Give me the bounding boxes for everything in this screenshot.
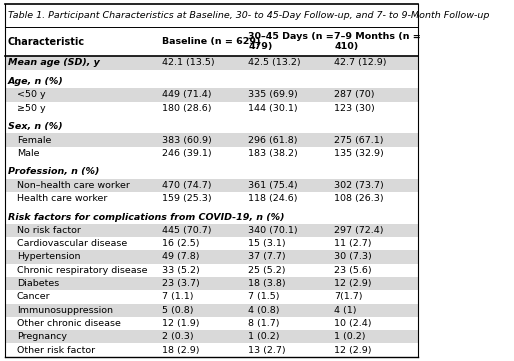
Bar [5, 56, 418, 70]
Text: 18 (3.8): 18 (3.8) [248, 279, 286, 288]
Text: <50 y: <50 y [17, 90, 46, 99]
Text: 13 (2.7): 13 (2.7) [248, 345, 286, 355]
Text: 5 (0.8): 5 (0.8) [162, 306, 194, 315]
Text: 18 (2.9): 18 (2.9) [162, 345, 200, 355]
Text: 159 (25.3): 159 (25.3) [162, 194, 212, 203]
Text: 383 (60.9): 383 (60.9) [162, 135, 212, 144]
Text: 11 (2.7): 11 (2.7) [334, 239, 372, 248]
Text: Table 1. Participant Characteristics at Baseline, 30- to 45-Day Follow-up, and 7: Table 1. Participant Characteristics at … [8, 11, 490, 20]
Text: 287 (70): 287 (70) [334, 90, 375, 99]
Bar [5, 304, 418, 317]
Text: Sex, n (%): Sex, n (%) [8, 122, 62, 131]
Text: 1 (0.2): 1 (0.2) [248, 332, 280, 341]
Text: 4 (0.8): 4 (0.8) [248, 306, 280, 315]
Text: 449 (71.4): 449 (71.4) [162, 90, 212, 99]
Text: 297 (72.4): 297 (72.4) [334, 226, 383, 235]
Text: 144 (30.1): 144 (30.1) [248, 104, 298, 113]
Text: 4 (1): 4 (1) [334, 306, 357, 315]
Bar [5, 250, 418, 264]
Text: Age, n (%): Age, n (%) [8, 77, 63, 86]
Text: Cancer: Cancer [17, 292, 50, 301]
Text: Health care worker: Health care worker [17, 194, 107, 203]
Text: 108 (26.3): 108 (26.3) [334, 194, 384, 203]
Text: 183 (38.2): 183 (38.2) [248, 149, 298, 158]
Bar [5, 224, 418, 237]
Text: 340 (70.1): 340 (70.1) [248, 226, 298, 235]
Text: 7(1.7): 7(1.7) [334, 292, 363, 301]
Bar [5, 277, 418, 290]
Text: 410): 410) [334, 42, 358, 51]
Text: 15 (3.1): 15 (3.1) [248, 239, 286, 248]
Text: 8 (1.7): 8 (1.7) [248, 319, 280, 328]
Text: 23 (3.7): 23 (3.7) [162, 279, 200, 288]
Text: Chronic respiratory disease: Chronic respiratory disease [17, 266, 148, 275]
Text: 445 (70.7): 445 (70.7) [162, 226, 212, 235]
Text: 275 (67.1): 275 (67.1) [334, 135, 383, 144]
Text: 470 (74.7): 470 (74.7) [162, 181, 212, 190]
Text: 30–45 Days (n =: 30–45 Days (n = [248, 32, 334, 41]
Text: Other chronic disease: Other chronic disease [17, 319, 121, 328]
Text: 296 (61.8): 296 (61.8) [248, 135, 298, 144]
Text: Characteristic: Characteristic [8, 36, 85, 47]
Bar [5, 88, 418, 101]
Text: 42.5 (13.2): 42.5 (13.2) [248, 58, 301, 68]
Text: 246 (39.1): 246 (39.1) [162, 149, 212, 158]
Text: Mean age (SD), y: Mean age (SD), y [8, 58, 100, 68]
Bar [5, 179, 418, 192]
Text: 2 (0.3): 2 (0.3) [162, 332, 194, 341]
Text: 7–9 Months (n =: 7–9 Months (n = [334, 32, 421, 41]
Text: Hypertension: Hypertension [17, 252, 80, 261]
Text: Cardiovascular disease: Cardiovascular disease [17, 239, 127, 248]
Text: 302 (73.7): 302 (73.7) [334, 181, 384, 190]
Text: 33 (5.2): 33 (5.2) [162, 266, 200, 275]
Text: 7 (1.5): 7 (1.5) [248, 292, 280, 301]
Text: 37 (7.7): 37 (7.7) [248, 252, 286, 261]
Text: Risk factors for complications from COVID-19, n (%): Risk factors for complications from COVI… [8, 213, 284, 222]
Text: 49 (7.8): 49 (7.8) [162, 252, 200, 261]
Text: 135 (32.9): 135 (32.9) [334, 149, 384, 158]
Text: 118 (24.6): 118 (24.6) [248, 194, 298, 203]
Text: 361 (75.4): 361 (75.4) [248, 181, 298, 190]
Text: 1 (0.2): 1 (0.2) [334, 332, 365, 341]
Text: 23 (5.6): 23 (5.6) [334, 266, 372, 275]
Text: 16 (2.5): 16 (2.5) [162, 239, 200, 248]
Text: Immunosuppression: Immunosuppression [17, 306, 113, 315]
Text: 12 (2.9): 12 (2.9) [334, 279, 372, 288]
Text: Baseline (n = 629): Baseline (n = 629) [162, 37, 261, 46]
Text: 30 (7.3): 30 (7.3) [334, 252, 372, 261]
Text: Male: Male [17, 149, 40, 158]
Text: Diabetes: Diabetes [17, 279, 59, 288]
Text: 479): 479) [248, 42, 273, 51]
Text: 10 (2.4): 10 (2.4) [334, 319, 372, 328]
Text: No risk factor: No risk factor [17, 226, 81, 235]
Text: Non–health care worker: Non–health care worker [17, 181, 130, 190]
Text: Profession, n (%): Profession, n (%) [8, 168, 99, 177]
Text: 123 (30): 123 (30) [334, 104, 375, 113]
Text: Female: Female [17, 135, 51, 144]
Text: Other risk factor: Other risk factor [17, 345, 95, 355]
Text: ≥50 y: ≥50 y [17, 104, 46, 113]
Text: 7 (1.1): 7 (1.1) [162, 292, 194, 301]
Text: 25 (5.2): 25 (5.2) [248, 266, 286, 275]
Bar [5, 134, 418, 147]
Text: 42.7 (12.9): 42.7 (12.9) [334, 58, 387, 68]
Text: Pregnancy: Pregnancy [17, 332, 67, 341]
Text: 12 (2.9): 12 (2.9) [334, 345, 372, 355]
Text: 180 (28.6): 180 (28.6) [162, 104, 212, 113]
Text: 12 (1.9): 12 (1.9) [162, 319, 200, 328]
Text: 42.1 (13.5): 42.1 (13.5) [162, 58, 215, 68]
Bar [5, 330, 418, 343]
Text: 335 (69.9): 335 (69.9) [248, 90, 298, 99]
